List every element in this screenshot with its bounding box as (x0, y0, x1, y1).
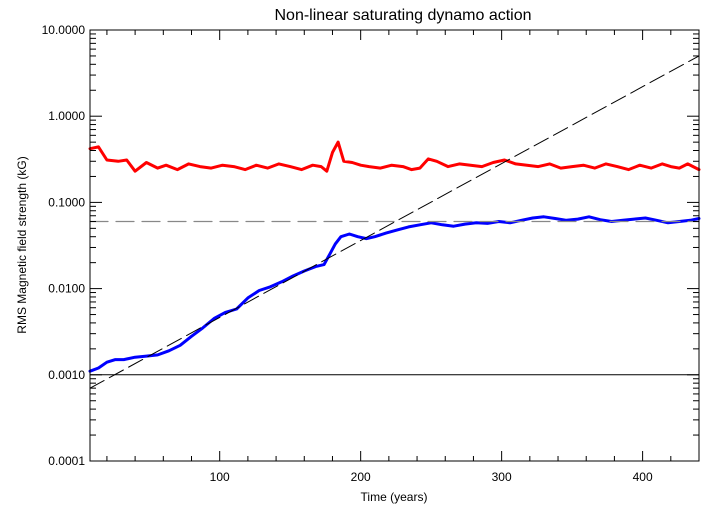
series-line-2 (88, 215, 701, 373)
x-tick-label: 100 (210, 470, 230, 484)
x-tick-label: 300 (492, 470, 512, 484)
y-tick-label: 0.0100 (48, 282, 85, 296)
y-tick-label: 10.0000 (42, 23, 86, 37)
plot-lines (88, 55, 701, 389)
y-tick-label: 0.1000 (48, 195, 85, 209)
y-axis-label: RMS Magnetic field strength (kG) (15, 156, 29, 333)
series-line-1 (88, 140, 701, 173)
y-tick-label: 1.0000 (48, 109, 85, 123)
axis-tick-labels: 100 200 300 400 0.0001 0.0010 0.0100 0.1000 1.00… (42, 23, 653, 484)
chart-title: Non-linear saturating dynamo action (274, 7, 531, 24)
x-axis-label: Time (years) (361, 490, 428, 504)
plot-frame (89, 29, 700, 462)
series-line-3 (89, 55, 700, 389)
axis-ticks (90, 29, 700, 462)
x-tick-label: 200 (351, 470, 371, 484)
y-tick-label: 0.0001 (48, 454, 85, 468)
x-tick-label: 400 (633, 470, 653, 484)
y-tick-label: 0.0010 (48, 368, 85, 382)
